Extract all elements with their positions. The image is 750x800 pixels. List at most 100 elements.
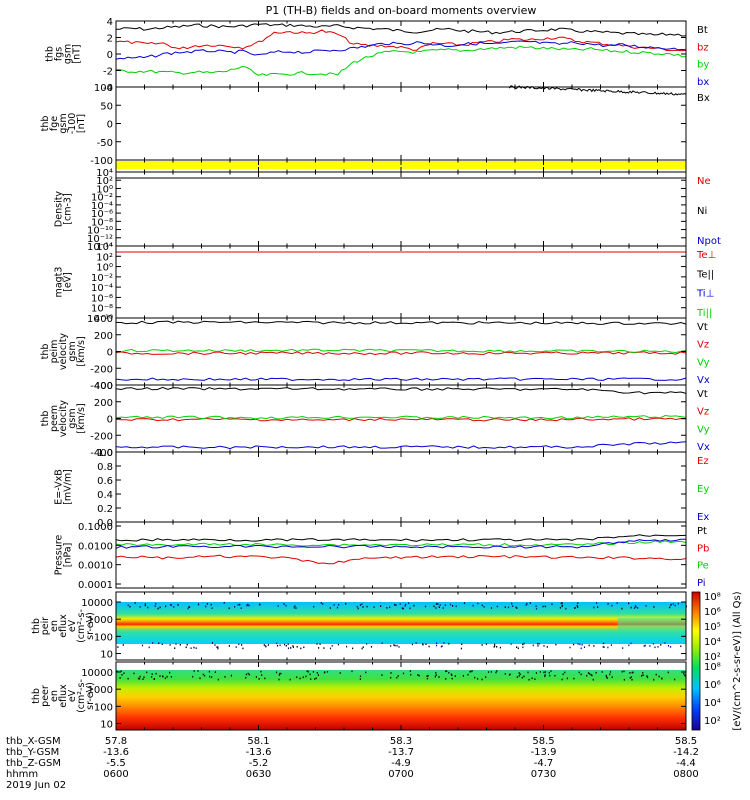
spectrogram-speckle (574, 607, 576, 609)
spectrogram-speckle (238, 643, 240, 646)
spectrogram-speckle (522, 646, 524, 649)
spectrogram-speckle (664, 642, 666, 644)
spectrogram-speckle (481, 604, 483, 607)
spectrogram-speckle (373, 606, 375, 608)
legend-temp-Te: Te⊥ (696, 250, 716, 261)
spectrogram-speckle (630, 676, 632, 678)
spectrogram-speckle (263, 644, 265, 646)
spectrogram-speckle (605, 674, 607, 677)
spectrogram-speckle (357, 607, 359, 610)
spectrogram-speckle (622, 647, 624, 649)
spectrogram-speckle (657, 646, 659, 648)
spectrogram-speckle (485, 676, 487, 678)
spectrogram-speckle (240, 607, 242, 609)
ytick-label: 10⁻⁶ (91, 293, 113, 304)
spectrogram-speckle (611, 604, 613, 607)
spectrogram-speckle (278, 674, 280, 676)
spectrogram-speckle (185, 646, 187, 649)
spectrogram-speckle (428, 645, 430, 648)
spectrogram-speckle (190, 647, 192, 649)
spectrogram-speckle (611, 676, 613, 678)
spectrogram-speckle (359, 678, 361, 680)
colorbar-tick: 10⁶ (704, 680, 721, 691)
spectrogram-speckle (494, 643, 496, 646)
spectrogram-speckle (159, 606, 161, 609)
spectrogram-speckle (577, 602, 579, 604)
ylabel-line: [cm-3] (63, 193, 74, 224)
ytick-label: 10⁻² (91, 273, 113, 284)
spectrogram-speckle (411, 643, 413, 646)
ytick-label: 100 (94, 83, 113, 94)
xaxis-value: 0600 (103, 769, 128, 780)
spectrogram-speckle (542, 605, 544, 608)
spectrogram-speckle (139, 675, 141, 678)
spectrogram-speckle (629, 677, 631, 679)
spectrogram-speckle (426, 677, 428, 680)
legend-fgs-bx: bx (697, 77, 709, 88)
spectrogram-speckle (152, 642, 154, 644)
spectrogram-speckle (309, 673, 311, 676)
ytick-label: 10000 (81, 598, 113, 609)
spectrogram-speckle (177, 604, 179, 606)
spectrogram-speckle (477, 602, 479, 605)
spectrogram-speckle (443, 642, 445, 644)
spectrogram-speckle (683, 672, 685, 675)
ylabel-line: peem (49, 405, 60, 432)
spectrogram-speckle (277, 605, 279, 607)
ylabel-line: Pressure (54, 535, 65, 576)
spectrogram-speckle (417, 674, 419, 676)
spectrogram-speckle (660, 644, 662, 646)
ytick-label: 0.0001 (78, 580, 113, 591)
spectrogram-speckle (179, 644, 181, 646)
spectrogram-speckle (242, 647, 244, 650)
spectrogram-speckle (287, 643, 289, 645)
spectrogram-speckle (573, 677, 575, 680)
spectrogram-speckle (393, 644, 395, 646)
series-fge-Bx (508, 85, 687, 96)
spectrogram-speckle (230, 674, 232, 677)
spectrogram-speckle (454, 675, 456, 677)
spectrogram-speckle (427, 674, 429, 677)
legend-peem-Vz: Vz (697, 407, 709, 418)
spectrogram-speckle (628, 602, 630, 605)
spectrogram-speckle (396, 644, 398, 647)
spectrogram-speckle (538, 642, 540, 645)
ylabel-line: fge (49, 116, 60, 131)
spectrogram-speckle (677, 602, 679, 605)
spectrogram-speckle (483, 606, 485, 608)
spectrogram-speckle (445, 670, 447, 673)
spectrogram-speckle (596, 602, 598, 604)
ytick-label: 50 (100, 101, 113, 112)
spectrogram-speckle (418, 674, 420, 677)
axes-box-efield (115, 451, 687, 523)
ylabel-line: peim (49, 340, 60, 364)
ylabel-line: eV (67, 619, 78, 632)
spectrogram-speckle (577, 606, 579, 608)
ylabel-line: eV (67, 689, 78, 702)
spectrogram-speckle (255, 676, 257, 678)
ylabel-line: gsm (67, 408, 78, 428)
spectrogram-speckle (527, 671, 529, 674)
spectrogram-speckle (322, 603, 324, 605)
spectrogram-speckle (537, 643, 539, 645)
spectrogram-speckle (583, 646, 586, 648)
panel-peim: 4002000-200-400thbpeimvelocitygsm[km/s]V… (40, 314, 710, 392)
spectrogram-speckle (144, 604, 146, 607)
spectrogram-speckle (139, 677, 141, 680)
spectrogram-speckle (294, 605, 296, 607)
spectrogram-speckle (623, 678, 625, 681)
spectrogram-speckle (525, 604, 527, 606)
legend-pressure-Pb: Pb (697, 543, 709, 554)
spectrogram-speckle (438, 676, 440, 678)
spectrogram-speckle (211, 607, 213, 609)
spectrogram-speckle (404, 605, 406, 607)
spectrogram-speckle (643, 645, 645, 647)
spectrogram-speckle (580, 647, 582, 650)
spectrogram-speckle (211, 642, 214, 644)
series-pressure-Pe (115, 540, 687, 547)
spectrogram-speckle (204, 674, 206, 677)
